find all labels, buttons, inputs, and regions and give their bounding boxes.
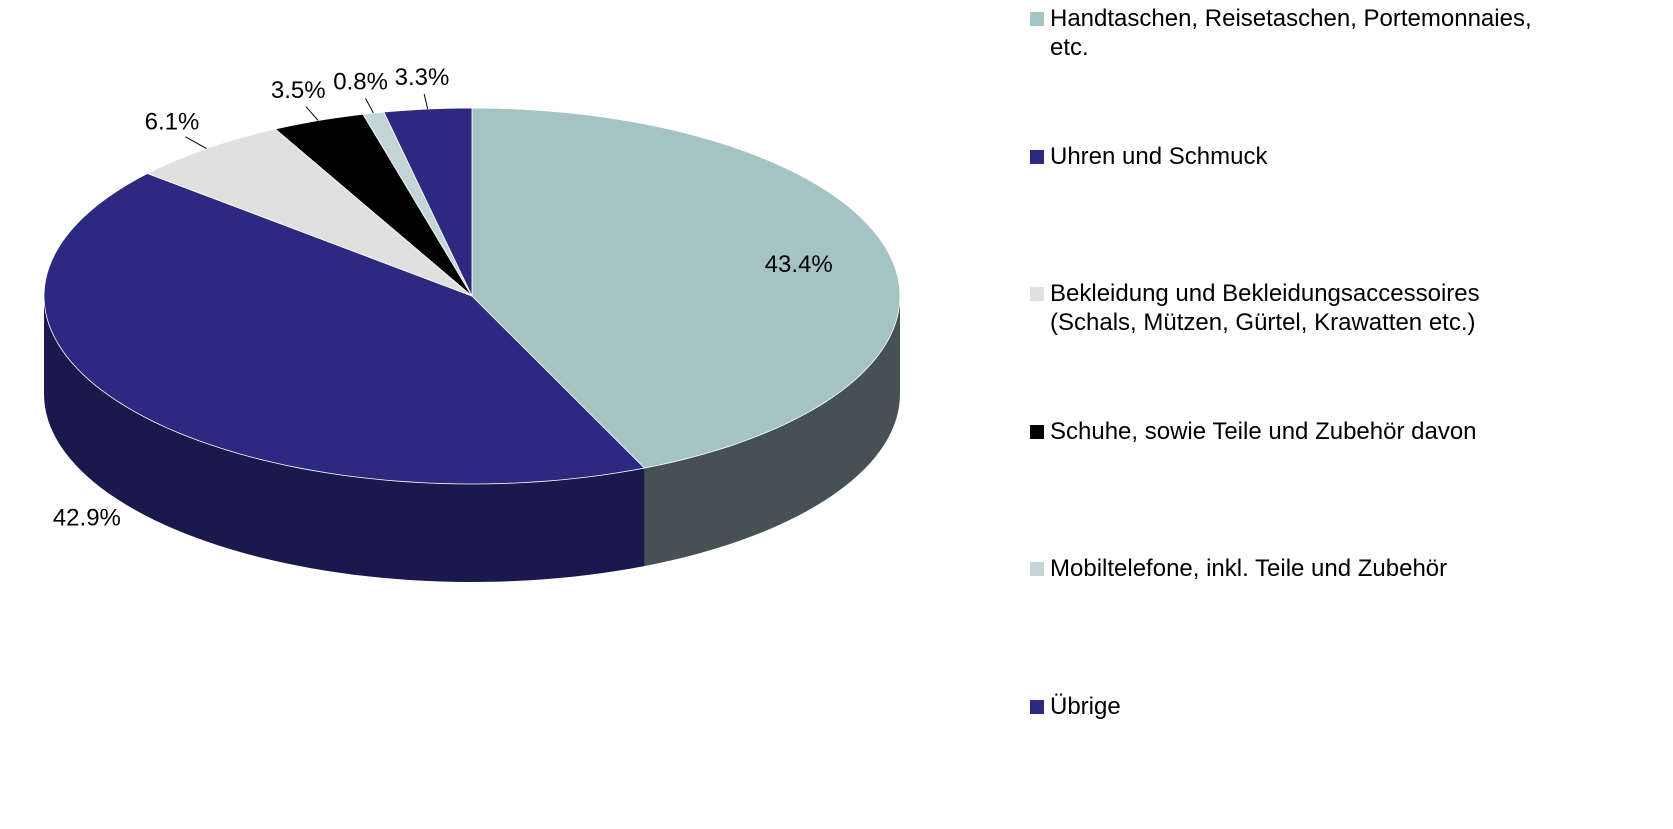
legend-label: Schuhe, sowie Teile und Zubehör davon: [1050, 417, 1550, 446]
legend-label: Uhren und Schmuck: [1050, 142, 1550, 171]
legend-swatch: [1030, 150, 1044, 164]
legend-swatch: [1030, 425, 1044, 439]
leader-line: [424, 94, 428, 109]
legend-item: Schuhe, sowie Teile und Zubehör davon: [1030, 417, 1550, 555]
legend-item: Handtaschen, Reisetaschen, Portemonnaies…: [1030, 4, 1550, 142]
leader-line: [306, 107, 318, 121]
legend-swatch: [1030, 12, 1044, 26]
data-label: 3.5%: [271, 77, 326, 104]
data-label: 6.1%: [145, 109, 200, 136]
legend-item: Mobiltelefone, inkl. Teile und Zubehör: [1030, 554, 1550, 692]
legend-label: Übrige: [1050, 692, 1550, 721]
data-label: 3.3%: [395, 64, 450, 91]
data-label: 43.4%: [765, 251, 833, 278]
legend-swatch: [1030, 700, 1044, 714]
pie-area: 43.4% 42.9% 6.1% 3.5% 0.8% 3.3%: [0, 0, 1000, 767]
legend: Handtaschen, Reisetaschen, Portemonnaies…: [1030, 4, 1550, 829]
leader-line: [366, 98, 374, 113]
legend-label: Handtaschen, Reisetaschen, Portemonnaies…: [1050, 4, 1550, 62]
data-label: 42.9%: [53, 505, 121, 532]
legend-item: Übrige: [1030, 692, 1550, 829]
legend-item: Uhren und Schmuck: [1030, 142, 1550, 280]
leader-line: [185, 137, 206, 149]
legend-swatch: [1030, 287, 1044, 301]
legend-swatch: [1030, 562, 1044, 576]
legend-label: Mobiltelefone, inkl. Teile und Zubehör: [1050, 554, 1550, 583]
legend-item: Bekleidung und Bekleidungsaccessoires (S…: [1030, 279, 1550, 417]
legend-label: Bekleidung und Bekleidungsaccessoires (S…: [1050, 279, 1550, 337]
data-label: 0.8%: [333, 69, 388, 96]
chart: 43.4% 42.9% 6.1% 3.5% 0.8% 3.3% Handtaschen, …: [0, 0, 1673, 767]
